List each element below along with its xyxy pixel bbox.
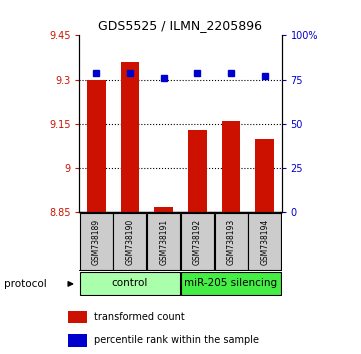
- Bar: [248, 213, 281, 270]
- Bar: [68, 334, 87, 347]
- Bar: [256, 139, 274, 212]
- Bar: [214, 213, 248, 270]
- Text: GSM738192: GSM738192: [193, 218, 202, 265]
- Text: GSM738193: GSM738193: [227, 218, 235, 265]
- Text: GSM738190: GSM738190: [126, 218, 134, 265]
- Bar: [79, 272, 180, 295]
- Text: GSM738194: GSM738194: [260, 218, 269, 265]
- Text: percentile rank within the sample: percentile rank within the sample: [94, 335, 259, 346]
- Text: transformed count: transformed count: [94, 312, 184, 322]
- Text: protocol: protocol: [4, 279, 46, 289]
- Bar: [80, 213, 113, 270]
- Bar: [147, 213, 180, 270]
- Bar: [68, 311, 87, 323]
- Bar: [121, 62, 139, 212]
- Bar: [87, 80, 105, 212]
- Text: GSM738191: GSM738191: [159, 218, 168, 265]
- Bar: [188, 130, 206, 212]
- Bar: [113, 213, 147, 270]
- Text: GDS5525 / ILMN_2205896: GDS5525 / ILMN_2205896: [99, 19, 262, 33]
- Bar: [180, 272, 282, 295]
- Text: GSM738189: GSM738189: [92, 218, 101, 265]
- Bar: [155, 206, 173, 212]
- Text: control: control: [112, 278, 148, 288]
- Bar: [181, 213, 214, 270]
- Bar: [222, 121, 240, 212]
- Text: miR-205 silencing: miR-205 silencing: [184, 278, 278, 288]
